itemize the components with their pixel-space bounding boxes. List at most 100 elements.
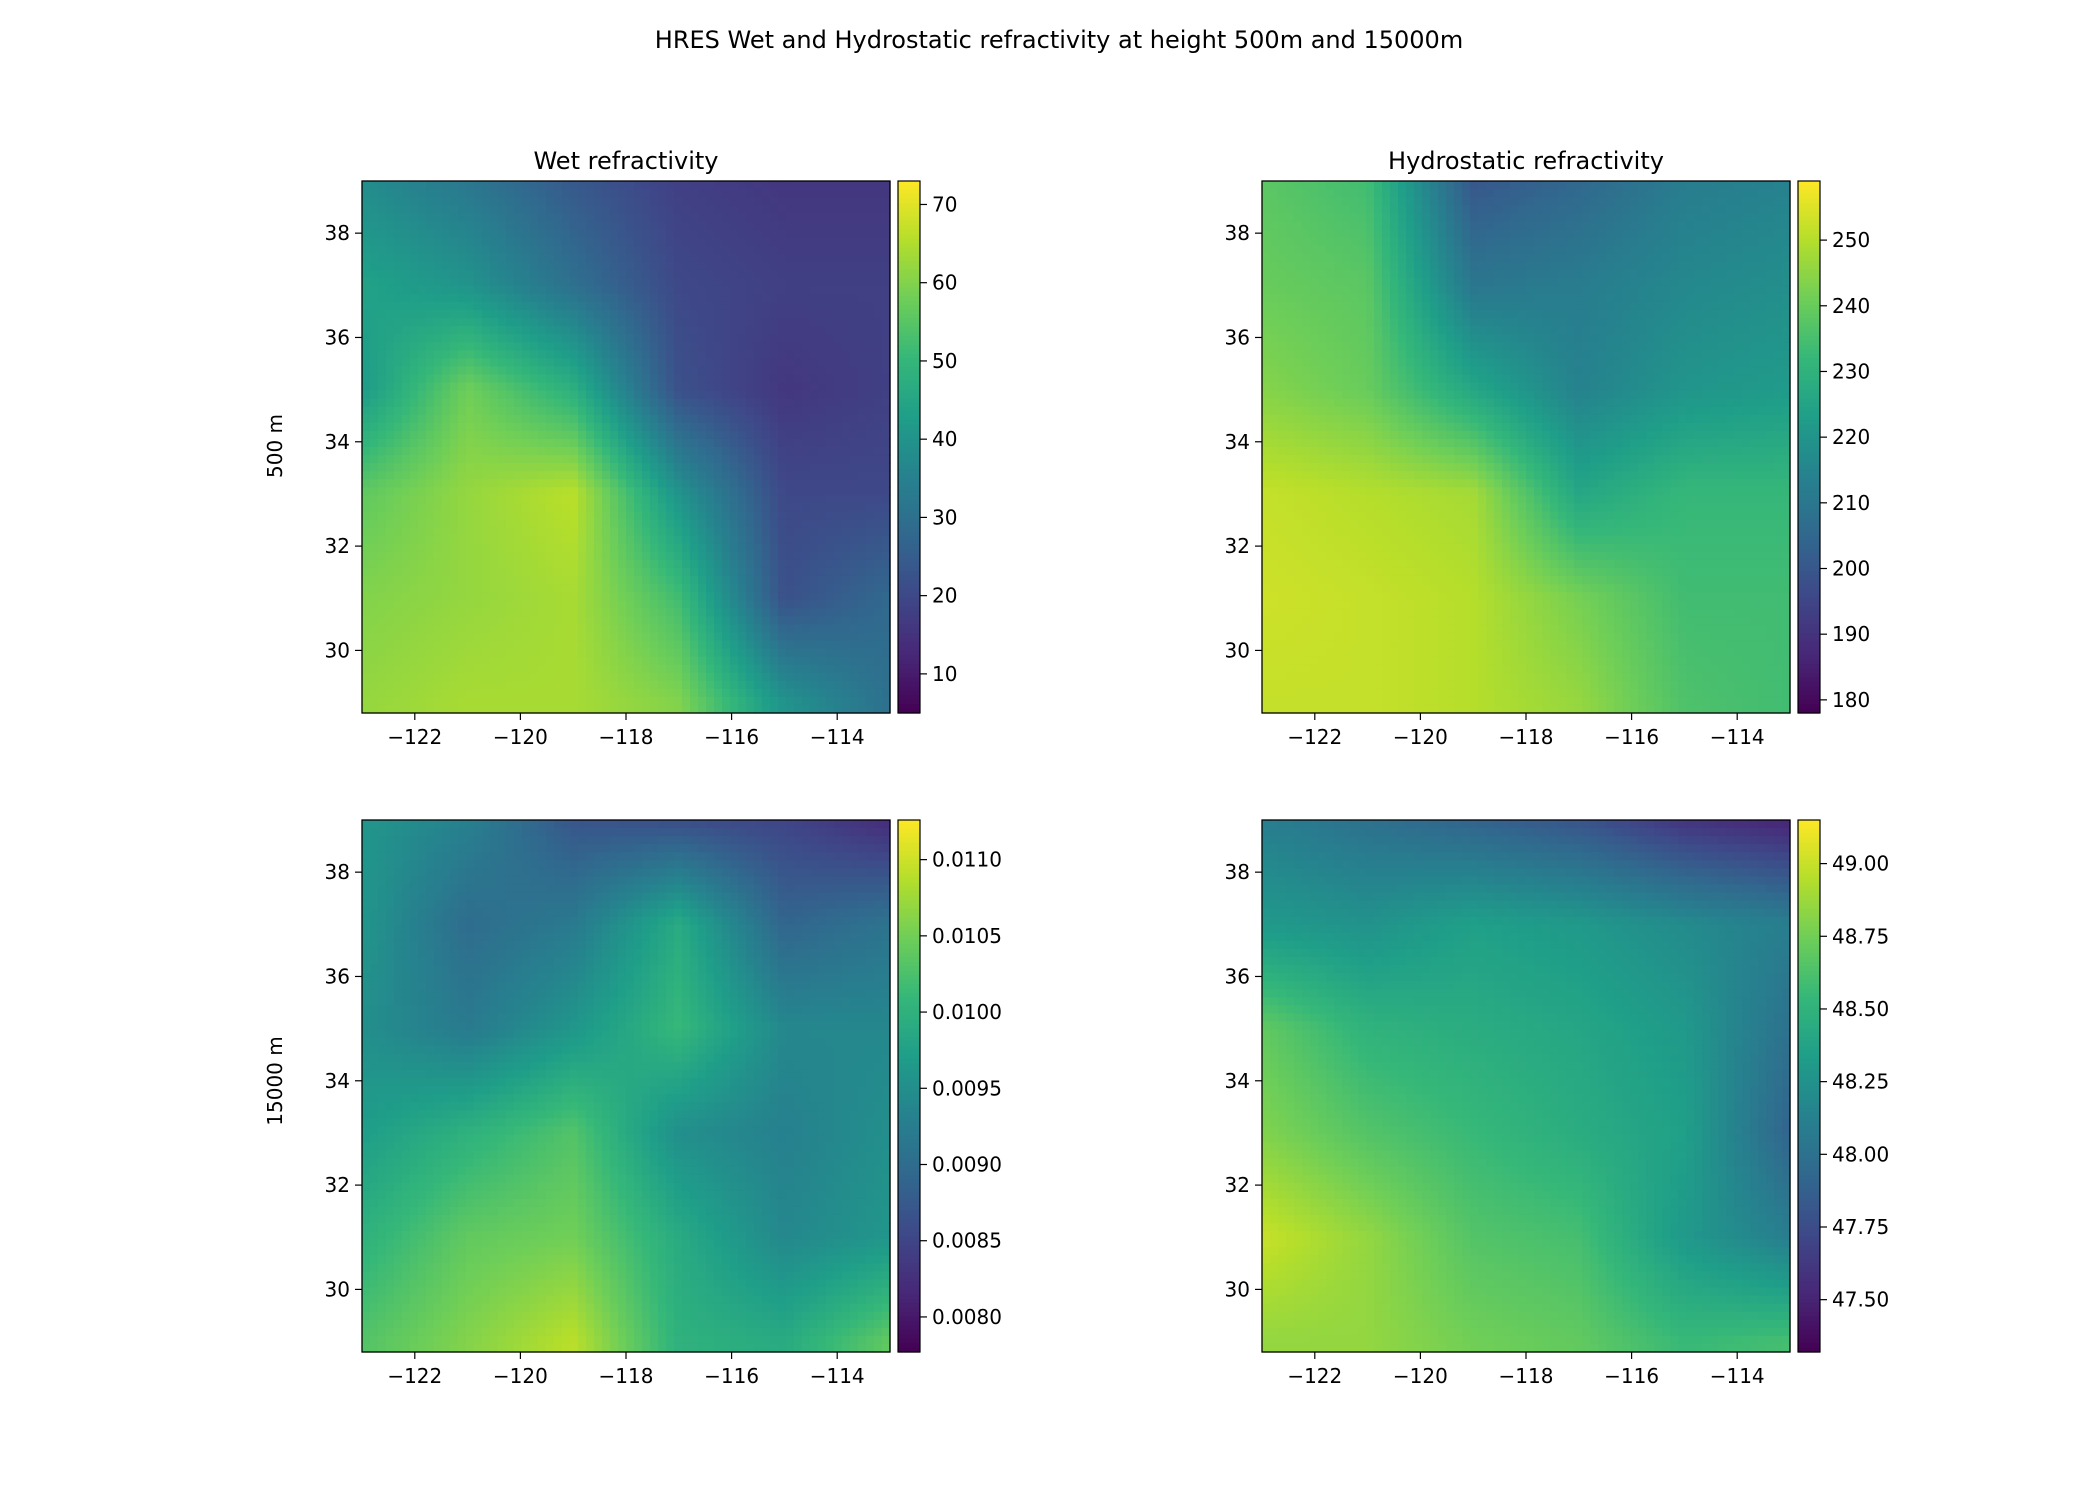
heatmap-cell	[810, 471, 819, 480]
heatmap-cell	[554, 278, 563, 287]
heatmap-cell	[586, 245, 595, 254]
heatmap-cell	[362, 181, 371, 190]
heatmap-cell	[442, 431, 451, 440]
heatmap-cell	[770, 366, 779, 375]
heatmap-cell	[490, 407, 499, 416]
heatmap-cell	[618, 407, 627, 416]
heatmap-cell	[378, 463, 387, 472]
heatmap-cell	[594, 334, 603, 343]
heatmap-cell	[378, 415, 387, 424]
heatmap-cell	[754, 455, 763, 464]
heatmap-cell	[498, 399, 507, 408]
heatmap-cell	[578, 342, 587, 351]
heatmap-cell	[618, 455, 627, 464]
heatmap-cell	[866, 342, 875, 351]
heatmap-cell	[434, 463, 443, 472]
heatmap-cell	[490, 423, 499, 432]
heatmap-cell	[770, 431, 779, 440]
heatmap-cell	[426, 221, 435, 230]
heatmap-cell	[866, 181, 875, 190]
heatmap-cell	[530, 503, 539, 512]
heatmap-cell	[778, 213, 787, 222]
heatmap-cell	[666, 471, 675, 480]
heatmap-cell	[450, 342, 459, 351]
heatmap-cell	[866, 391, 875, 400]
heatmap-cell	[458, 310, 467, 319]
heatmap-cell	[434, 511, 443, 520]
heatmap-cell	[594, 350, 603, 359]
heatmap-cell	[794, 479, 803, 488]
heatmap-cell	[402, 262, 411, 271]
heatmap-cell	[818, 229, 827, 238]
heatmap-cell	[514, 423, 523, 432]
heatmap-cell	[826, 254, 835, 263]
heatmap-cell	[738, 391, 747, 400]
heatmap-cell	[498, 342, 507, 351]
heatmap-cell	[706, 262, 715, 271]
heatmap-cell	[490, 262, 499, 271]
heatmap-cell	[378, 310, 387, 319]
heatmap-cell	[810, 237, 819, 246]
heatmap-cell	[834, 205, 843, 214]
heatmap-cell	[530, 302, 539, 311]
heatmap-cell	[554, 205, 563, 214]
heatmap-cell	[466, 294, 475, 303]
heatmap-cell	[386, 447, 395, 456]
heatmap-cell	[762, 310, 771, 319]
heatmap-cell	[642, 471, 651, 480]
heatmap-cell	[594, 358, 603, 367]
heatmap-cell	[490, 358, 499, 367]
heatmap-cell	[514, 286, 523, 295]
heatmap-cell	[410, 503, 419, 512]
heatmap-cell	[762, 383, 771, 392]
heatmap-cell	[634, 221, 643, 230]
heatmap-cell	[530, 278, 539, 287]
heatmap-cell	[570, 342, 579, 351]
heatmap-cell	[714, 245, 723, 254]
heatmap-cell	[842, 423, 851, 432]
heatmap-cell	[666, 189, 675, 198]
heatmap-cell	[546, 358, 555, 367]
heatmap-cell	[794, 399, 803, 408]
heatmap-cell	[626, 423, 635, 432]
heatmap-cell	[610, 495, 619, 504]
heatmap-cell	[642, 213, 651, 222]
heatmap-cell	[370, 302, 379, 311]
heatmap-cell	[882, 463, 891, 472]
heatmap-cell	[794, 407, 803, 416]
heatmap-cell	[474, 302, 483, 311]
heatmap-cell	[674, 229, 683, 238]
heatmap-cell	[714, 479, 723, 488]
heatmap-cell	[650, 245, 659, 254]
heatmap-cell	[810, 479, 819, 488]
heatmap-cell	[826, 471, 835, 480]
heatmap-cell	[874, 503, 883, 512]
heatmap-cell	[882, 254, 891, 263]
heatmap-cell	[762, 455, 771, 464]
heatmap-cell	[738, 407, 747, 416]
heatmap-cell	[482, 439, 491, 448]
heatmap-cell	[746, 463, 755, 472]
heatmap-cell	[762, 342, 771, 351]
heatmap-cell	[794, 455, 803, 464]
heatmap-cell	[818, 197, 827, 206]
heatmap-cell	[490, 383, 499, 392]
heatmap-cell	[514, 366, 523, 375]
heatmap-cell	[514, 479, 523, 488]
heatmap-cell	[858, 487, 867, 496]
heatmap-cell	[418, 407, 427, 416]
heatmap-cell	[746, 471, 755, 480]
heatmap-cell	[378, 358, 387, 367]
heatmap-cell	[714, 423, 723, 432]
heatmap-cell	[690, 237, 699, 246]
heatmap-cell	[546, 213, 555, 222]
heatmap-cell	[522, 286, 531, 295]
heatmap-cell	[866, 511, 875, 520]
heatmap-cell	[650, 286, 659, 295]
heatmap-cell	[586, 423, 595, 432]
heatmap-cell	[610, 310, 619, 319]
heatmap-cell	[650, 431, 659, 440]
heatmap-cell	[410, 342, 419, 351]
heatmap-cell	[610, 342, 619, 351]
heatmap-cell	[794, 487, 803, 496]
